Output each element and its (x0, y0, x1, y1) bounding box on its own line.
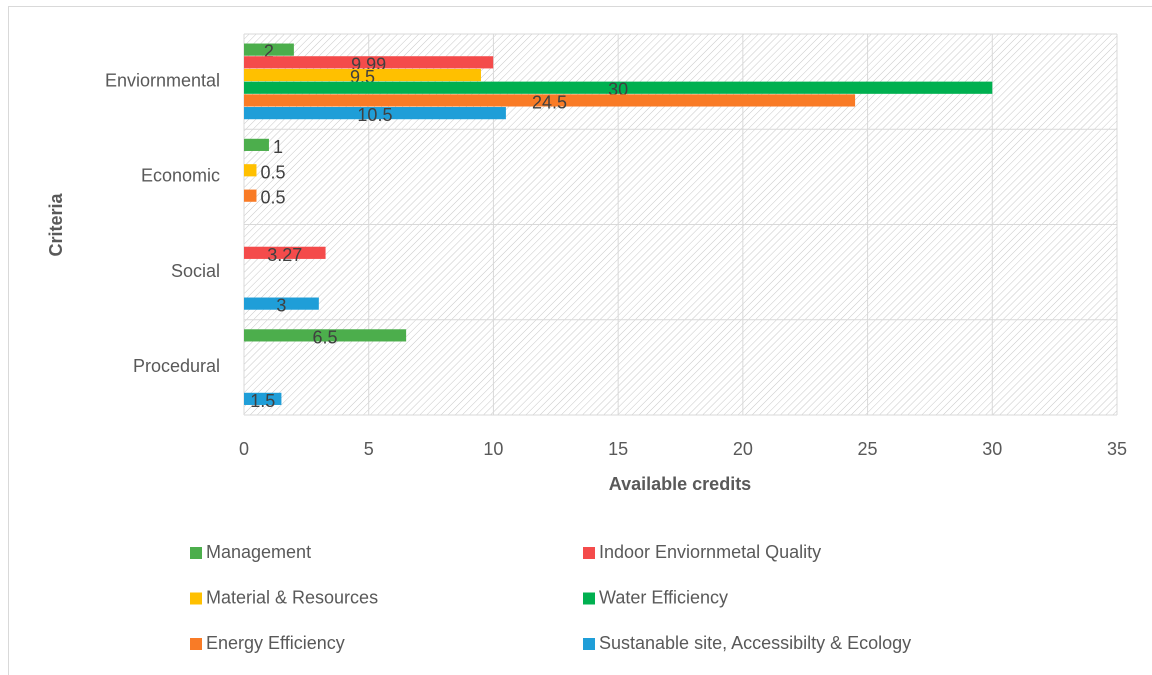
x-tick-label: 10 (483, 439, 503, 459)
data-label: 1 (273, 137, 283, 157)
bar (244, 43, 294, 56)
bar (244, 189, 257, 202)
bar (244, 68, 481, 82)
bar (244, 297, 319, 310)
legend-swatch (583, 592, 595, 605)
y-tick-label: Procedural (133, 356, 220, 376)
chart-border (8, 6, 1152, 675)
legend-label: Material & Resources (206, 587, 378, 607)
legend-label: Management (206, 542, 311, 562)
legend-label: Water Efficiency (599, 587, 728, 607)
x-axis-title: Available credits (609, 474, 751, 494)
y-tick-label: Enviornmental (105, 70, 220, 90)
data-label: 24.5 (532, 92, 567, 112)
bar (244, 246, 326, 259)
legend-label: Sustanable site, Accessibilty & Ecology (599, 633, 911, 653)
data-label: 3.27 (267, 245, 302, 265)
bar (244, 94, 856, 107)
legend-swatch (583, 547, 595, 559)
x-tick-label: 20 (733, 439, 753, 459)
x-tick-label: 0 (239, 439, 249, 459)
legend-label: Energy Efficiency (206, 633, 345, 653)
y-tick-label: Social (171, 261, 220, 281)
x-tick-label: 25 (858, 439, 878, 459)
data-label: 6.5 (313, 327, 338, 347)
y-tick-label: Economic (141, 166, 220, 186)
data-label: 0.5 (260, 162, 285, 182)
x-tick-label: 30 (982, 439, 1002, 459)
data-label: 3 (276, 296, 286, 316)
legend-swatch (583, 638, 595, 650)
x-tick-label: 15 (608, 439, 628, 459)
data-label: 1.5 (250, 391, 275, 411)
bar (244, 329, 407, 342)
bar (244, 164, 257, 177)
y-axis-title: Criteria (46, 193, 66, 257)
legend-swatch (190, 638, 202, 650)
legend-swatch (190, 592, 202, 605)
x-tick-label: 5 (364, 439, 374, 459)
data-label: 10.5 (357, 105, 392, 125)
bar (244, 138, 269, 151)
bar (244, 107, 506, 120)
data-label: 0.5 (260, 188, 285, 208)
legend-swatch (190, 547, 202, 559)
data-label: 2 (264, 42, 274, 62)
legend-label: Indoor Enviornmetal Quality (599, 542, 821, 562)
bar (244, 56, 494, 69)
bar (244, 81, 993, 94)
x-tick-label: 35 (1107, 439, 1127, 459)
bar (244, 392, 282, 405)
